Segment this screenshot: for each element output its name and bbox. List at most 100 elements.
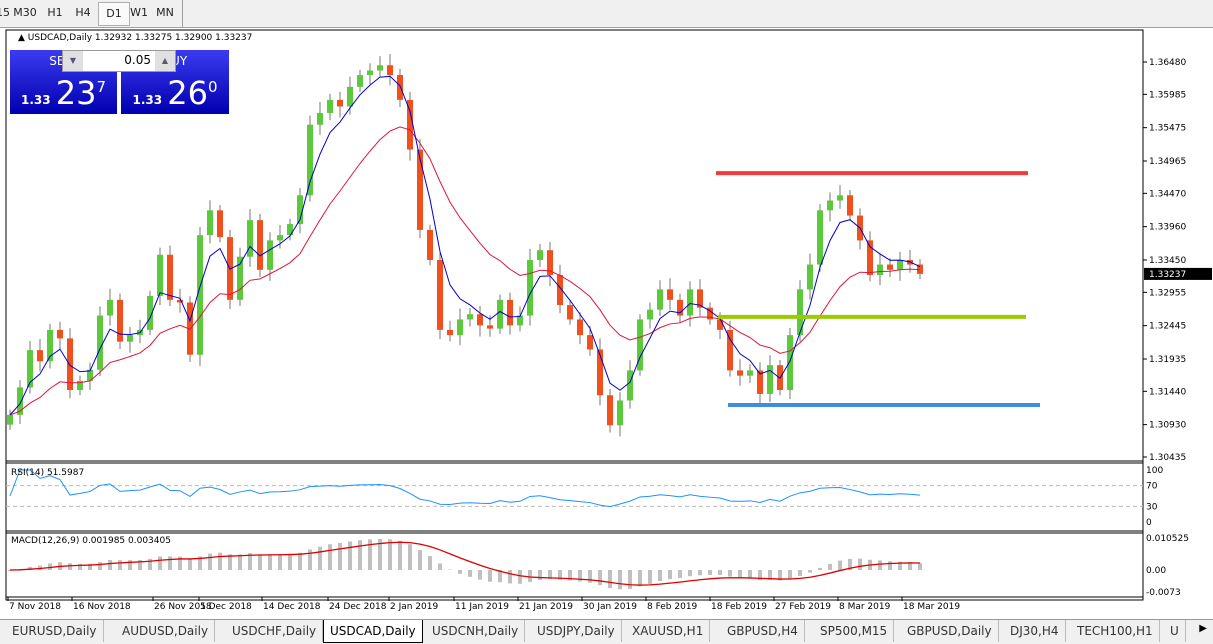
date-tick-label: 7 Nov 2018	[9, 602, 61, 612]
chart-title: ▲ USDCAD,Daily 1.32932 1.33275 1.32900 1…	[18, 33, 252, 43]
macd-histogram-bar	[268, 554, 272, 570]
candle-body	[277, 235, 283, 240]
candle-body	[497, 300, 503, 329]
date-tick-label: 11 Jan 2019	[455, 602, 509, 612]
decrease-lot-button[interactable]: ▼	[63, 51, 83, 71]
tab-tech100-h1[interactable]: TECH100,H1	[1071, 620, 1160, 642]
price-tick-label: 1.31440	[1149, 387, 1186, 397]
candle-body	[817, 210, 823, 264]
macd-histogram-bar	[158, 556, 162, 570]
price-tick-label: 1.34470	[1149, 189, 1186, 199]
macd-histogram-bar	[538, 570, 542, 580]
date-tick-label: 5 Dec 2018	[200, 602, 252, 612]
candle	[527, 249, 533, 326]
tab-usdjpy-daily[interactable]: USDJPY,Daily	[531, 620, 622, 642]
candle-body	[257, 220, 263, 270]
price-tick-label: 1.30930	[1149, 421, 1186, 431]
macd-histogram-bar	[648, 570, 652, 584]
lot-input[interactable]: 0.05	[124, 53, 151, 67]
candle-body	[617, 400, 623, 425]
macd-histogram-bar	[638, 570, 642, 586]
candle-body	[377, 65, 383, 70]
candle-body	[467, 314, 473, 319]
scroll-right-icon[interactable]: ▶	[1199, 623, 1207, 634]
candle-body	[157, 255, 163, 296]
candle-body	[417, 150, 423, 230]
macd-histogram-bar	[208, 554, 212, 570]
tab-gbpusd-h4[interactable]: GBPUSD,H4	[721, 620, 805, 642]
macd-histogram-bar	[658, 570, 662, 581]
candle-body	[577, 319, 583, 335]
candle-body	[387, 65, 393, 75]
macd-tick-label: 0.010525	[1146, 534, 1189, 544]
candle	[117, 294, 123, 349]
macd-histogram-bar	[328, 544, 332, 570]
macd-histogram-bar	[168, 556, 172, 570]
tab-usdcad-daily[interactable]: USDCAD,Daily	[323, 620, 423, 643]
price-tick-label: 1.31935	[1149, 355, 1186, 365]
candle-body	[667, 289, 673, 299]
date-tick-label: 14 Dec 2018	[263, 602, 321, 612]
macd-histogram-bar	[838, 561, 842, 570]
candle-body	[767, 365, 773, 394]
lot-size-stepper[interactable]: ▼ 0.05 ▲	[62, 50, 176, 72]
tab-usdchf-daily[interactable]: USDCHF,Daily	[226, 620, 323, 642]
candle-body	[627, 370, 633, 400]
date-tick-label: 27 Feb 2019	[775, 602, 831, 612]
sell-price: 1.33 237	[10, 74, 117, 112]
candle-body	[587, 335, 593, 349]
macd-pane	[6, 533, 1143, 597]
tab-u[interactable]: U	[1164, 620, 1186, 642]
date-tick-label: 18 Feb 2019	[711, 602, 767, 612]
price-tick-label: 1.30435	[1149, 453, 1186, 463]
rsi-tick-label: 100	[1146, 466, 1163, 476]
macd-histogram-bar	[348, 541, 352, 570]
candle-body	[317, 113, 323, 125]
macd-histogram-bar	[108, 560, 112, 570]
macd-histogram-bar	[798, 570, 802, 576]
candle-body	[887, 265, 893, 270]
macd-histogram-bar	[888, 561, 892, 570]
candle-body	[347, 87, 353, 107]
candle-body	[37, 350, 43, 361]
macd-histogram-bar	[588, 570, 592, 583]
candle-body	[437, 260, 443, 330]
macd-histogram-bar	[238, 554, 242, 570]
date-tick-label: 8 Mar 2019	[839, 602, 891, 612]
macd-histogram-bar	[828, 564, 832, 570]
candle-body	[267, 240, 273, 269]
candle-body	[827, 201, 833, 211]
macd-histogram-bar	[468, 570, 472, 577]
macd-histogram-bar	[188, 559, 192, 570]
tab-gbpusd-daily[interactable]: GBPUSD,Daily	[901, 620, 999, 642]
date-tick-label: 24 Dec 2018	[329, 602, 387, 612]
candle-body	[307, 125, 313, 196]
tab-audusd-daily[interactable]: AUDUSD,Daily	[116, 620, 215, 642]
macd-histogram-bar	[718, 570, 722, 575]
tab-xauusd-h1[interactable]: XAUUSD,H1	[626, 620, 710, 642]
date-tick-label: 2 Jan 2019	[390, 602, 438, 612]
candle-body	[877, 265, 883, 275]
candle-body	[447, 330, 453, 335]
macd-histogram-bar	[298, 553, 302, 570]
candle	[97, 306, 103, 376]
macd-histogram-bar	[618, 570, 622, 589]
candle-body	[647, 310, 653, 320]
candle-body	[337, 100, 343, 107]
candle	[197, 227, 203, 366]
candle-body	[127, 335, 133, 342]
tab-usdcnh-daily[interactable]: USDCNH,Daily	[426, 620, 525, 642]
tab-dj30-h4[interactable]: DJ30,H4	[1004, 620, 1066, 642]
macd-histogram-bar	[438, 564, 442, 570]
candle	[427, 225, 433, 266]
candle-body	[527, 260, 533, 316]
tab-sp500-m15[interactable]: SP500,M15	[814, 620, 894, 642]
candle-body	[607, 395, 613, 425]
tab-eurusd-daily[interactable]: EURUSD,Daily	[6, 620, 104, 642]
price-tick-label: 1.35985	[1149, 90, 1186, 100]
candle-body	[407, 100, 413, 150]
candle-body	[507, 300, 513, 325]
candle-body	[747, 370, 753, 375]
macd-histogram-bar	[68, 563, 72, 570]
increase-lot-button[interactable]: ▲	[155, 51, 175, 71]
